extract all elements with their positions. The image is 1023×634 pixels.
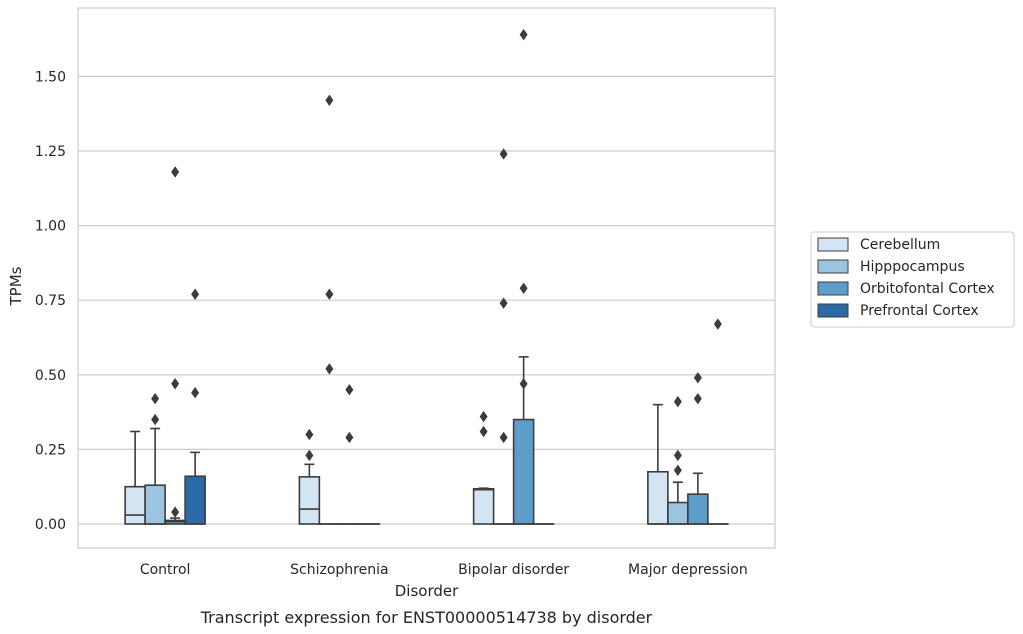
outlier-point: [499, 297, 508, 309]
box-plots: [124, 28, 729, 525]
x-axis-ticks: Control Schizophrenia Bipolar disorder Majo…: [140, 562, 748, 578]
y-tick-label: 1.25: [35, 144, 66, 160]
outlier-point: [693, 392, 702, 405]
outlier-point: [171, 166, 180, 178]
outlier-point: [171, 378, 180, 390]
box-group: [667, 395, 689, 525]
box-group: [707, 318, 729, 525]
legend-label: Cerebellum: [860, 237, 940, 253]
legend-swatch: [817, 259, 849, 274]
box: [667, 501, 689, 525]
outlier-point: [499, 148, 508, 160]
legend-label: Orbitofontal Cortex: [860, 281, 995, 297]
box: [687, 493, 709, 525]
x-tick-label: Control: [140, 562, 191, 578]
legend-label: Prefrontal Cortex: [860, 303, 979, 319]
box-group: [338, 384, 361, 525]
outlier-point: [519, 282, 528, 294]
box: [472, 487, 495, 525]
box-group: [164, 166, 186, 525]
y-tick-label: 1.00: [35, 219, 66, 235]
outlier-point: [673, 449, 682, 462]
box: [144, 484, 166, 525]
outlier-point: [673, 464, 682, 476]
y-tick-label: 0.25: [35, 442, 66, 458]
box: [647, 470, 669, 525]
x-axis-label: Disorder: [395, 582, 459, 600]
outlier-point: [325, 94, 334, 106]
box: [512, 418, 535, 525]
outlier-point: [345, 431, 354, 444]
legend-box: [810, 231, 1015, 328]
outlier-point: [713, 318, 722, 330]
box-group: [492, 148, 515, 525]
outlier-point: [325, 363, 334, 375]
outlier-point: [519, 28, 528, 41]
box-group: [144, 392, 166, 525]
legend-swatch: [817, 237, 849, 252]
outlier-point: [325, 288, 334, 300]
box: [124, 485, 146, 525]
box-group: [647, 403, 669, 525]
plot-frame: [77, 7, 776, 549]
x-tick-label: Bipolar disorder: [458, 562, 569, 578]
outlier-point: [479, 425, 488, 438]
legend-label: Hipppocampus: [860, 259, 965, 275]
box-group: [318, 94, 341, 525]
y-tick-label: 1.50: [35, 69, 66, 85]
box-group: [512, 28, 535, 525]
outlier-point: [171, 506, 180, 518]
box-group: [472, 410, 495, 525]
y-tick-label: 0.75: [35, 293, 66, 309]
y-tick-label: 0.00: [35, 517, 66, 533]
box-group: [124, 430, 146, 525]
outlier-point: [345, 384, 354, 396]
box: [298, 476, 321, 525]
outlier-point: [305, 428, 314, 441]
outlier-point: [519, 378, 528, 390]
grid-lines: [78, 75, 775, 525]
outlier-point: [305, 449, 314, 462]
outlier-point: [479, 410, 488, 423]
chart-caption: Transcript expression for ENST0000051473…: [200, 608, 653, 627]
x-tick-label: Major depression: [628, 562, 748, 578]
legend-swatch: [817, 281, 849, 296]
box: [184, 475, 206, 525]
y-axis-ticks: 0.00 0.25 0.50 0.75 1.00 1.25 1.50: [35, 69, 66, 533]
outlier-point: [151, 392, 160, 405]
outlier-point: [673, 395, 682, 408]
legend-swatch: [817, 303, 849, 318]
outlier-point: [499, 431, 508, 444]
box-group: [184, 288, 206, 525]
legend: Cerebellum Hipppocampus Orbitofontal Corte…: [810, 231, 1015, 328]
y-axis-label: TPMs: [7, 266, 25, 306]
outlier-point: [191, 387, 200, 399]
outlier-point: [151, 413, 160, 426]
box-group: [687, 372, 709, 525]
x-tick-label: Schizophrenia: [290, 562, 388, 578]
outlier-point: [693, 372, 702, 384]
box-group: [298, 428, 321, 525]
outlier-point: [191, 288, 200, 300]
y-tick-label: 0.50: [35, 368, 66, 384]
